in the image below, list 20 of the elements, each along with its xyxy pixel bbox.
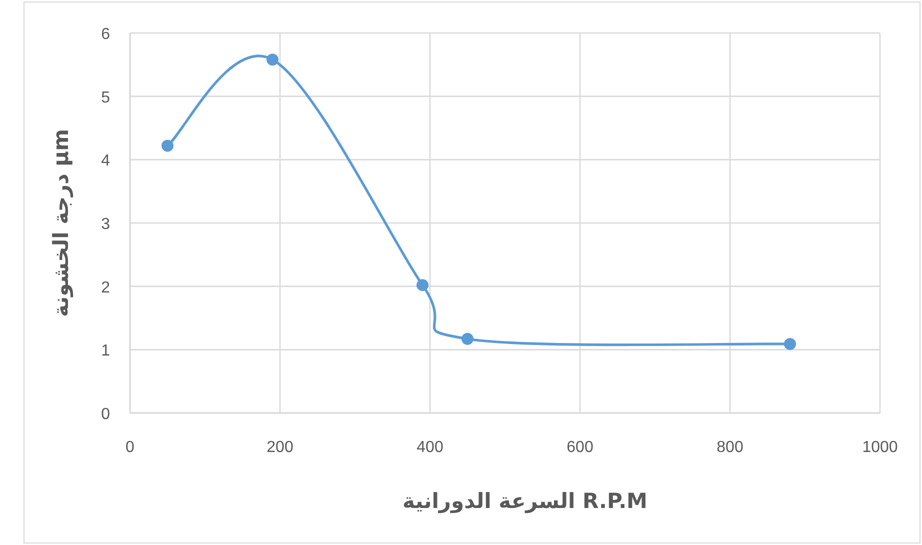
y-tick-label: 2 (101, 279, 110, 296)
y-tick-label: 3 (101, 216, 110, 233)
x-tick-label: 200 (266, 439, 294, 456)
point (462, 332, 474, 345)
point (784, 338, 796, 350)
x-tick-label: 400 (416, 439, 444, 456)
point (266, 54, 278, 66)
x-tick-label: 800 (716, 439, 744, 456)
point (416, 279, 428, 292)
point (162, 140, 174, 152)
y-tick-label: 6 (101, 26, 110, 43)
x-tick-label: 600 (566, 439, 594, 456)
y-tick-label: 5 (101, 89, 110, 106)
y-tick-label: 4 (101, 152, 110, 170)
x-tick-label: 1000 (862, 439, 898, 456)
y-tick-label: 0 (101, 406, 110, 423)
x-tick-label: 0 (126, 439, 135, 456)
y-tick-label: 1 (101, 342, 110, 360)
x-axis-title: R.P.M السرعة الدورانية (402, 489, 648, 514)
y-axis-title: μm درجة الخشونة (49, 128, 74, 318)
